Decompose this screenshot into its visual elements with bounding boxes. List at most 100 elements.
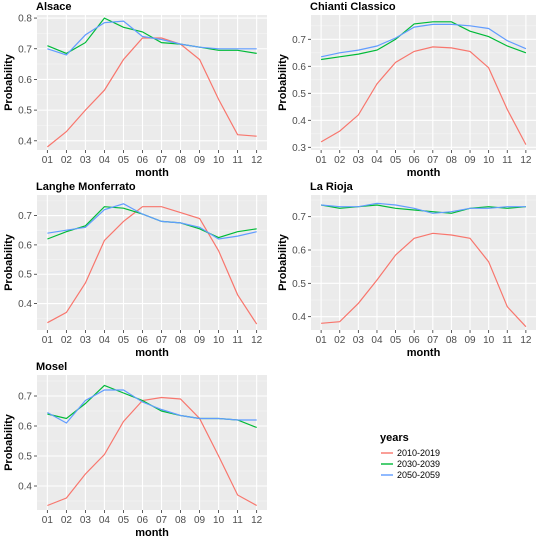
series-line-2050-2059 [47, 203, 257, 240]
x-tick-label: 12 [520, 155, 532, 166]
x-tick-label: 10 [213, 155, 225, 166]
legend-title: years [380, 432, 409, 444]
x-axis-label: month [135, 527, 169, 539]
series-line-2030-2039 [321, 21, 527, 61]
panel-title: Chianti Classico [310, 1, 396, 13]
x-tick-label: 01 [316, 155, 328, 166]
x-tick-label: 02 [61, 515, 73, 526]
panel-alsace: 0.4 0.5 0.6 0.7 0.8 01 02 03 04 05 06 07 08 09 10 11 12 A… [3, 1, 267, 179]
y-tick-label: 0.7 [292, 212, 306, 223]
x-tick-label: 07 [427, 335, 439, 346]
x-tick-label: 09 [194, 515, 206, 526]
y-tick-label: 0.7 [18, 211, 32, 222]
x-axis-label: month [135, 167, 169, 179]
y-tick-label: 0.5 [18, 452, 32, 463]
x-tick-label: 05 [390, 335, 402, 346]
x-tick-label: 11 [502, 155, 513, 166]
legend-item-2030-2039: 2030-2039 [381, 459, 440, 469]
x-tick-label: 04 [99, 515, 111, 526]
x-tick-label: 06 [409, 155, 421, 166]
series-line-2010-2019 [47, 206, 258, 325]
x-tick-label: 08 [175, 515, 187, 526]
x-tick-label: 11 [232, 515, 243, 526]
panel-la-rioja: 0.4 0.5 0.6 0.7 01 02 03 04 05 06 07 08 09 10 11 12 La R… [277, 181, 536, 359]
x-tick-label: 08 [175, 155, 187, 166]
x-tick-label: 11 [232, 155, 243, 166]
x-tick-label: 03 [80, 515, 92, 526]
x-tick-label: 05 [118, 515, 130, 526]
legend-item-2050-2059: 2050-2059 [381, 470, 440, 480]
x-tick-label: 04 [371, 335, 383, 346]
series-line-2050-2059 [47, 20, 257, 56]
x-axis-label: month [407, 167, 441, 179]
panel-title: Alsace [36, 1, 71, 13]
x-tick-label: 12 [251, 335, 263, 346]
x-tick-label: 08 [446, 335, 458, 346]
y-tick-label: 0.5 [18, 270, 32, 281]
x-tick-label: 09 [194, 335, 206, 346]
x-tick-label: 07 [156, 155, 168, 166]
x-tick-label: 09 [464, 335, 476, 346]
x-tick-label: 01 [42, 155, 54, 166]
y-tick-label: 0.6 [18, 240, 32, 251]
x-tick-label: 05 [118, 335, 130, 346]
y-tick-label: 0.4 [292, 116, 306, 127]
x-tick-label: 01 [42, 335, 54, 346]
legend-label: 2050-2059 [397, 470, 440, 480]
x-tick-label: 03 [80, 155, 92, 166]
series-line-2050-2059 [320, 23, 527, 58]
y-tick-label: 0.6 [18, 75, 32, 86]
x-tick-label: 04 [371, 155, 383, 166]
x-tick-label: 10 [483, 335, 495, 346]
legend-item-2010-2019: 2010-2019 [381, 448, 440, 458]
panel-chianti-classico: 0.3 0.4 0.5 0.6 0.7 01 02 03 04 05 06 07 08 09 10 11 12 C… [277, 1, 536, 179]
x-tick-label: 09 [464, 155, 476, 166]
series-line-2030-2039 [47, 17, 257, 55]
x-tick-label: 11 [232, 335, 243, 346]
panel-title: Langhe Monferrato [36, 181, 136, 193]
x-tick-label: 04 [99, 335, 111, 346]
series-line-2050-2059 [47, 389, 257, 424]
legend-label: 2010-2019 [397, 448, 440, 458]
y-tick-label: 0.4 [18, 299, 32, 310]
x-tick-label: 05 [390, 155, 402, 166]
y-tick-label: 0.4 [292, 312, 306, 323]
panel-title: Mosel [36, 361, 67, 373]
x-tick-label: 01 [42, 515, 54, 526]
legend-label: 2030-2039 [397, 459, 440, 469]
x-tick-label: 09 [194, 155, 206, 166]
y-tick-label: 0.5 [292, 279, 306, 290]
x-tick-label: 05 [118, 155, 130, 166]
x-tick-label: 02 [334, 155, 346, 166]
x-tick-label: 10 [483, 155, 495, 166]
series-line-2010-2019 [320, 46, 527, 145]
x-tick-label: 08 [446, 155, 458, 166]
x-tick-label: 06 [137, 335, 149, 346]
x-tick-label: 04 [99, 155, 111, 166]
y-tick-label: 0.6 [292, 246, 306, 257]
x-tick-label: 03 [80, 335, 92, 346]
x-tick-label: 11 [502, 335, 513, 346]
x-tick-label: 12 [251, 155, 263, 166]
x-tick-label: 03 [353, 335, 365, 346]
series-line-2010-2019 [321, 232, 527, 328]
y-tick-label: 0.4 [18, 482, 32, 493]
series-line-2010-2019 [47, 396, 257, 507]
x-tick-label: 06 [137, 515, 149, 526]
y-tick-label: 0.7 [292, 35, 306, 46]
x-tick-label: 01 [316, 335, 328, 346]
x-tick-label: 10 [213, 335, 225, 346]
x-tick-label: 02 [61, 335, 73, 346]
x-tick-label: 02 [61, 155, 73, 166]
y-axis-label: Probability [277, 233, 289, 291]
y-tick-label: 0.8 [18, 14, 32, 25]
x-tick-label: 07 [156, 335, 168, 346]
series-line-2050-2059 [321, 202, 526, 214]
panel-mosel: 0.4 0.5 0.6 0.7 01 02 03 04 05 06 07 08 09 10 11 12 Mose… [3, 361, 267, 539]
x-tick-label: 03 [353, 155, 365, 166]
y-axis-label: Probability [3, 413, 15, 471]
y-tick-label: 0.5 [18, 106, 32, 117]
plot-background [37, 15, 267, 150]
x-tick-label: 06 [409, 335, 421, 346]
